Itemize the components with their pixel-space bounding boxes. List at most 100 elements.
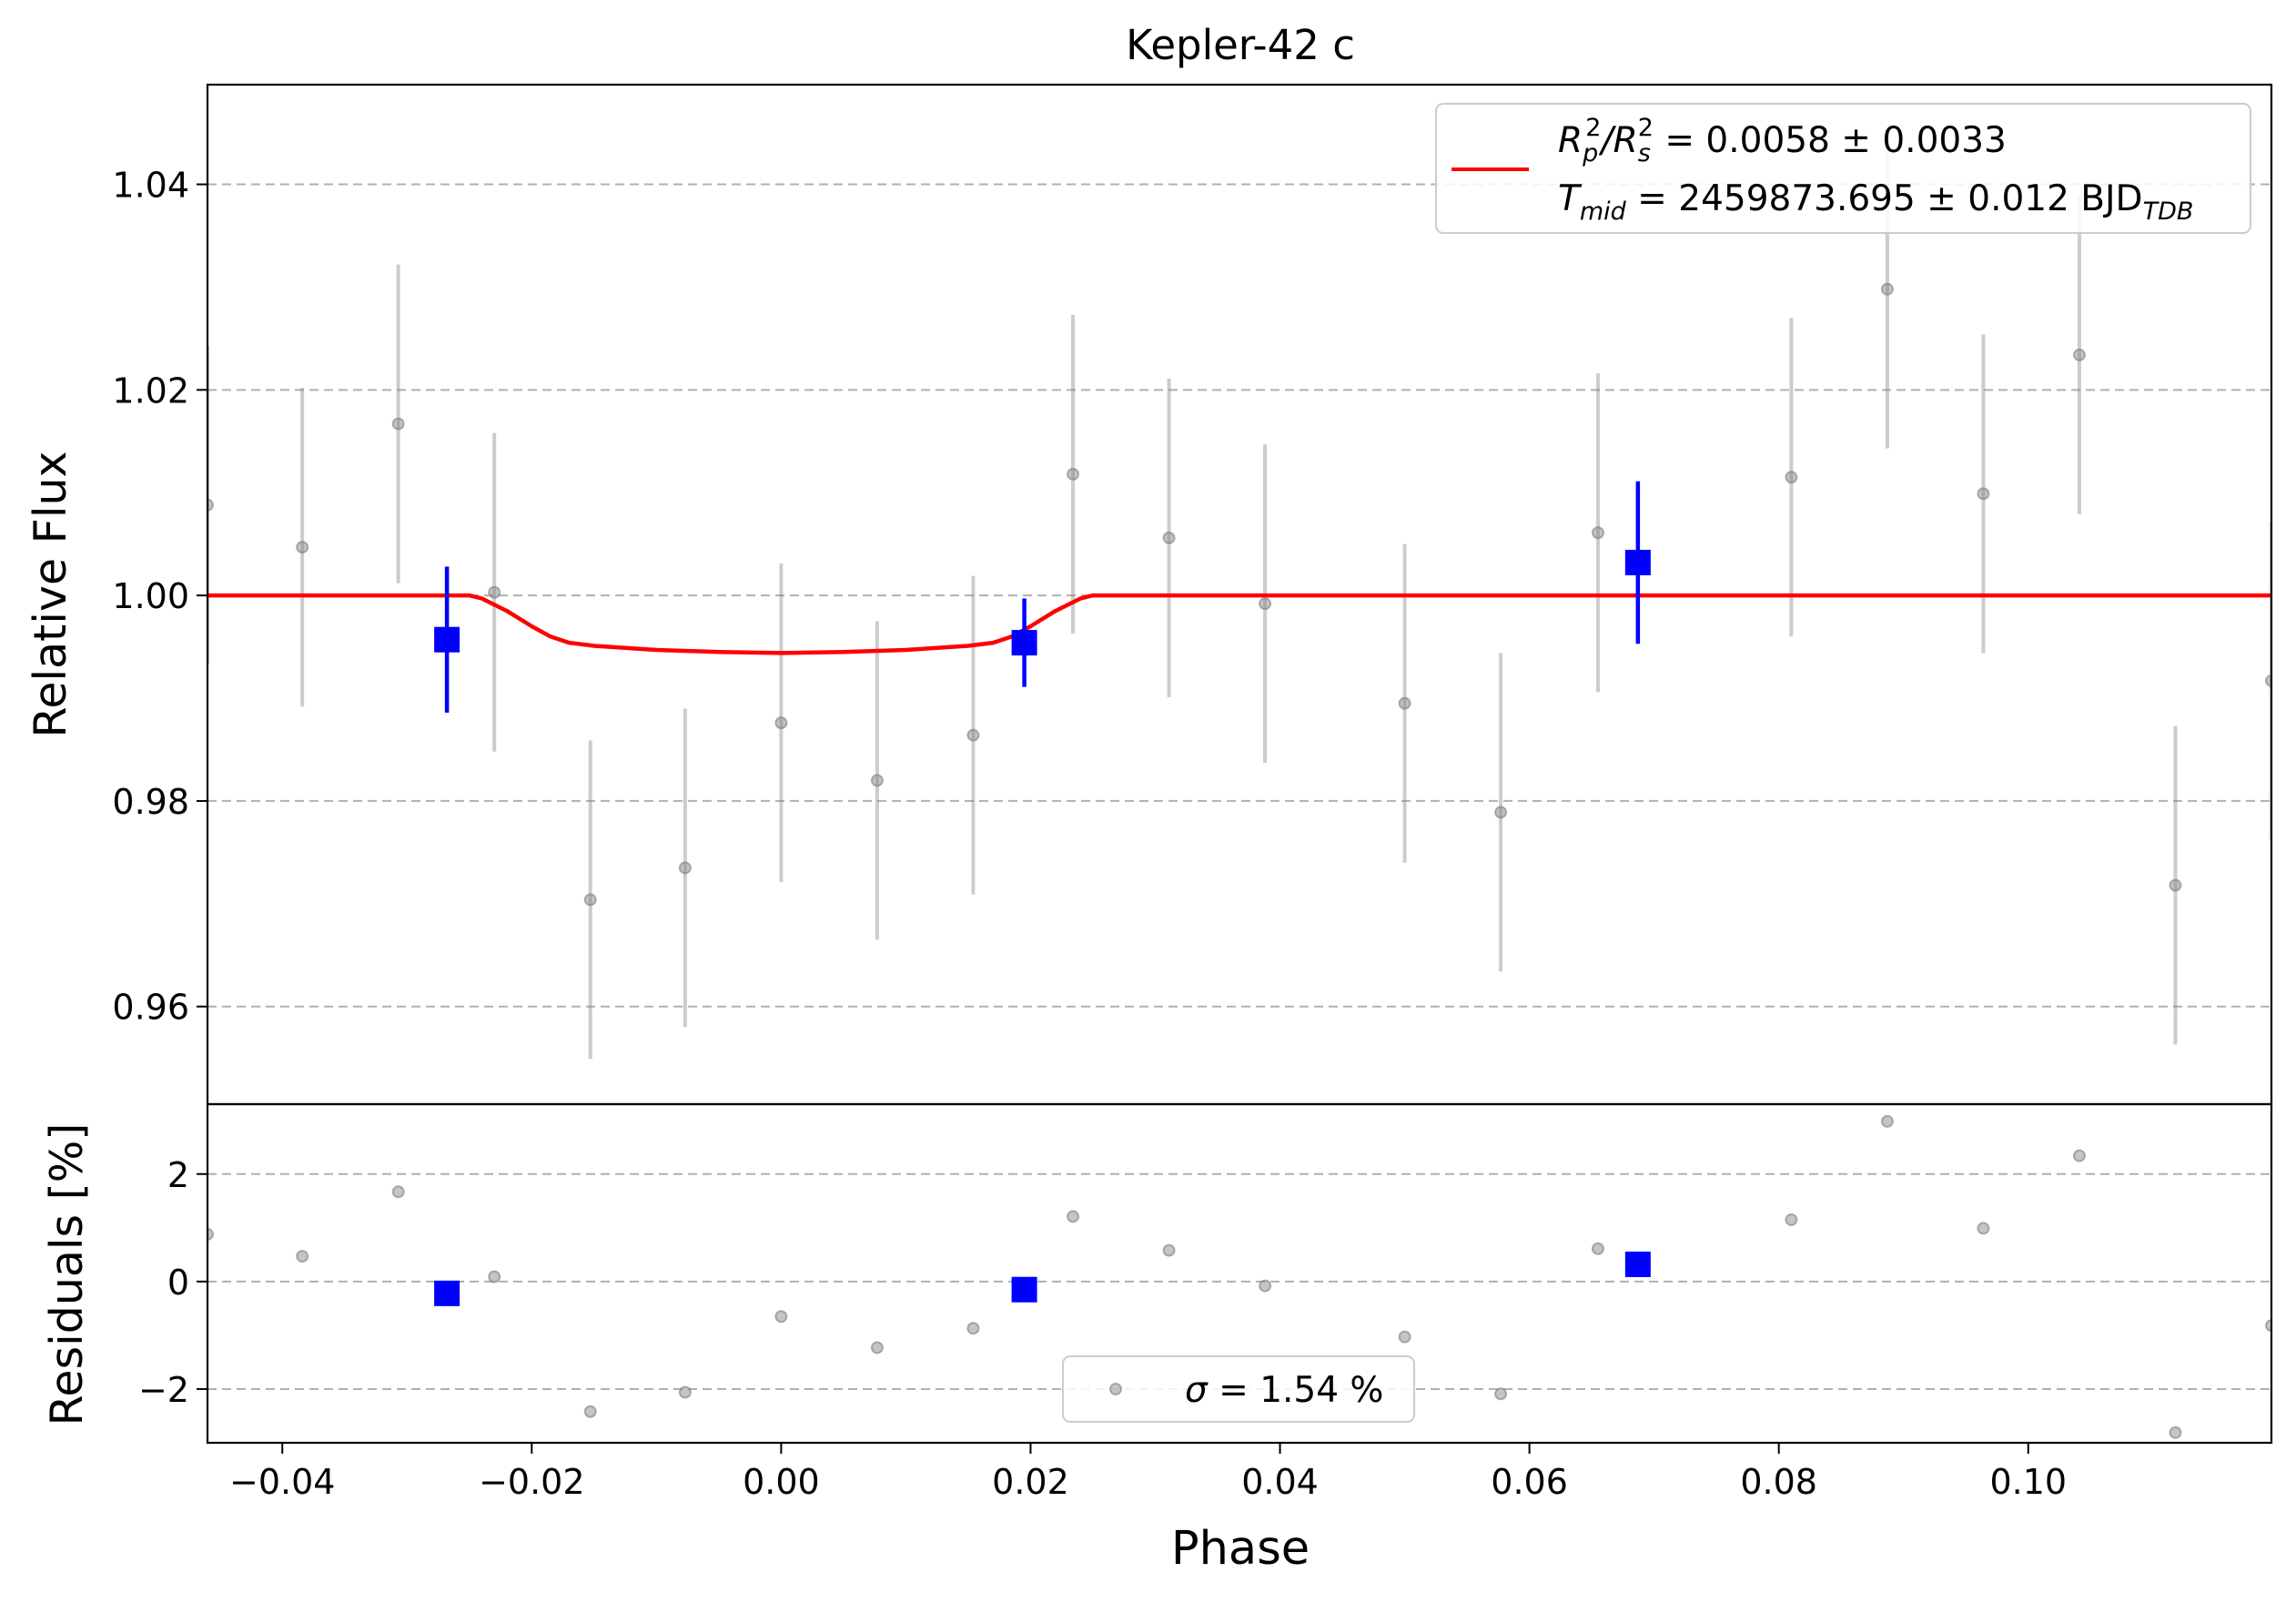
top-y-axis-label: Relative Flux xyxy=(25,451,76,737)
legend-depth-value: = 0.0058 ± 0.0033 xyxy=(1654,120,2007,161)
transit-model xyxy=(207,593,2271,655)
top-y-tick-label: 1.00 xyxy=(112,576,189,616)
residual-point xyxy=(1591,1242,1604,1255)
top-legend-box xyxy=(1435,103,2251,234)
residual-point xyxy=(1162,1243,1176,1257)
binned-point xyxy=(1624,550,1651,575)
data-point xyxy=(488,585,501,599)
binned-residual-point xyxy=(1011,1276,1037,1303)
bottom-panel: −202 −0.04 −0.02 0.00 0.02 0.04 0.06 0.08 0.10 … xyxy=(41,1102,2273,1576)
data-point xyxy=(391,417,405,431)
data-point xyxy=(1977,487,1990,501)
residual-point xyxy=(296,1250,309,1263)
bottom-y-axis-label: Residuals [%] xyxy=(41,1123,93,1426)
data-point xyxy=(583,893,597,907)
top-y-tick-label: 0.98 xyxy=(112,782,189,822)
legend-depth-r: R xyxy=(1558,120,1583,161)
data-point xyxy=(296,541,309,554)
legend-tmid-sub: mid xyxy=(1580,198,1627,226)
binned-point xyxy=(1011,630,1037,656)
legend-depth-slash: /R xyxy=(1598,120,1637,161)
bottom-gridlines xyxy=(207,1172,2271,1390)
legend-sigma-symbol: σ xyxy=(1185,1370,1209,1411)
legend-tmid-value: = 2459873.695 ± 0.012 BJD xyxy=(1626,178,2143,219)
top-panel: 0.960.981.001.021.04 Relative Flux Rp2/R… xyxy=(25,83,2273,1106)
legend-depth-sub-s: s xyxy=(1638,139,1651,167)
residual-point xyxy=(2169,1425,2182,1439)
x-tick-label: 0.10 xyxy=(1989,1462,2067,1502)
residual-point xyxy=(391,1185,405,1199)
residual-point xyxy=(2072,1149,2086,1162)
x-tick-label: −0.04 xyxy=(229,1462,335,1502)
bottom-legend: σ = 1.54 % xyxy=(1062,1355,1415,1423)
legend-tmid-t: T xyxy=(1558,178,1583,219)
top-binned-points xyxy=(434,481,1651,713)
top-y-tick-label: 1.02 xyxy=(112,370,189,411)
x-axis: −0.04 −0.02 0.00 0.02 0.04 0.06 0.08 0.10 xyxy=(229,1443,2067,1502)
bottom-axes-frame xyxy=(206,1102,2273,1445)
data-point xyxy=(966,728,980,742)
data-point xyxy=(2169,878,2182,892)
transit-model-line xyxy=(207,593,2271,655)
legend-depth-sup-2: 2 xyxy=(1638,114,1654,142)
residual-point xyxy=(207,1227,214,1241)
residual-point xyxy=(1067,1210,1080,1223)
data-point xyxy=(1067,467,1080,481)
data-point xyxy=(678,861,692,875)
top-legend: Rp2/Rs2 = 0.0058 ± 0.0033 Tmid = 2459873… xyxy=(1435,103,2251,234)
x-tick-label: 0.02 xyxy=(992,1462,1069,1502)
data-point xyxy=(1398,696,1411,710)
data-point xyxy=(1591,526,1604,540)
x-tick-label: 0.06 xyxy=(1491,1462,1568,1502)
data-point xyxy=(207,498,214,512)
legend-residual-marker xyxy=(1109,1383,1122,1395)
data-point xyxy=(870,774,884,787)
bottom-legend-box xyxy=(1062,1355,1415,1423)
data-point xyxy=(1785,471,1798,484)
x-tick-label: −0.02 xyxy=(479,1462,584,1502)
legend-depth-sub-p: p xyxy=(1582,139,1598,167)
x-tick-label: 0.08 xyxy=(1740,1462,1817,1502)
residual-point xyxy=(1880,1114,1894,1128)
top-data-points xyxy=(207,129,2271,1060)
residual-point xyxy=(583,1405,597,1418)
data-point xyxy=(1162,531,1176,544)
legend-tmid-entry: Tmid = 2459873.695 ± 0.012 BJDTDB xyxy=(1558,178,2193,226)
legend-sigma-entry: σ = 1.54 % xyxy=(1185,1370,1383,1411)
binned-residuals xyxy=(434,1251,1651,1306)
bottom-y-tick-label: 0 xyxy=(167,1263,189,1303)
legend-depth-sup-1: 2 xyxy=(1585,114,1601,142)
residual-point xyxy=(1785,1212,1798,1226)
residual-point xyxy=(870,1341,884,1354)
residual-point xyxy=(1977,1222,1990,1235)
chart-title: Kepler-42 c xyxy=(1126,21,1355,69)
bottom-y-tick-label: 2 xyxy=(167,1155,189,1195)
top-y-tick-label: 0.96 xyxy=(112,988,189,1028)
x-tick-label: 0.00 xyxy=(743,1462,820,1502)
binned-point xyxy=(434,626,460,653)
bottom-plot-area xyxy=(207,1114,2271,1439)
x-tick-label: 0.04 xyxy=(1241,1462,1319,1502)
data-point xyxy=(1259,597,1272,611)
residual-points xyxy=(207,1114,2271,1439)
legend-depth-entry: Rp2/Rs2 = 0.0058 ± 0.0033 xyxy=(1558,114,2007,167)
residual-point xyxy=(1259,1279,1272,1293)
top-y-tick-label: 1.04 xyxy=(112,166,189,206)
data-point xyxy=(2265,674,2271,687)
x-axis-label: Phase xyxy=(1171,1522,1310,1576)
legend-tmid-sub-tdb: TDB xyxy=(2143,198,2194,226)
residual-point xyxy=(1494,1387,1508,1401)
residual-point xyxy=(774,1310,788,1324)
binned-residual-point xyxy=(434,1280,460,1306)
top-y-axis: 0.96 0.98 1.00 1.02 1.04 xyxy=(112,166,207,1028)
residual-point xyxy=(678,1385,692,1399)
bottom-y-tick-label: −2 xyxy=(138,1370,189,1410)
data-point xyxy=(1880,282,1894,296)
legend-sigma-value: = 1.54 % xyxy=(1208,1370,1384,1411)
data-point xyxy=(774,716,788,730)
residual-point xyxy=(488,1270,501,1283)
residual-point xyxy=(2265,1319,2271,1333)
bottom-y-axis: −2 0 2 xyxy=(138,1155,207,1410)
binned-residual-point xyxy=(1624,1251,1651,1277)
